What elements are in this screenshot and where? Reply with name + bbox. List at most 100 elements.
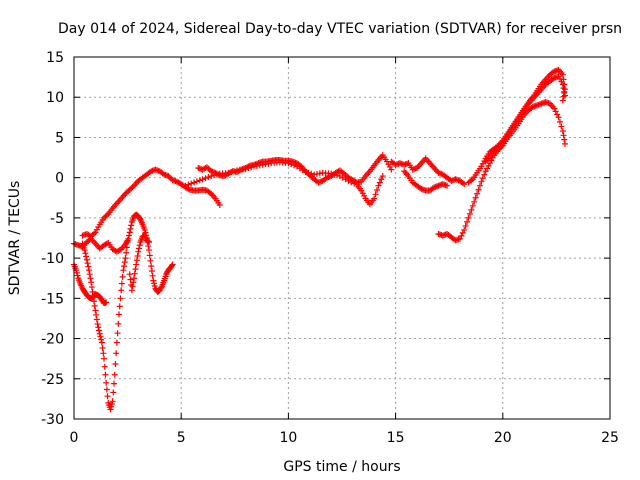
data-point bbox=[118, 287, 125, 294]
data-point bbox=[83, 253, 90, 260]
y-tick-label: -25 bbox=[41, 372, 64, 388]
y-tick-label: -20 bbox=[41, 332, 64, 348]
data-point bbox=[91, 298, 98, 305]
data-point bbox=[151, 282, 158, 289]
data-point bbox=[117, 295, 124, 302]
data-point bbox=[141, 226, 148, 233]
data-point bbox=[121, 263, 128, 270]
data-point bbox=[147, 257, 154, 264]
data-point bbox=[146, 247, 153, 254]
data-point bbox=[558, 123, 565, 130]
data-point bbox=[91, 302, 98, 309]
y-tick-label: -5 bbox=[50, 211, 64, 227]
data-point bbox=[101, 363, 108, 370]
data-point bbox=[84, 260, 91, 267]
data-point bbox=[96, 327, 103, 334]
data-point bbox=[561, 140, 568, 147]
data-point bbox=[302, 169, 309, 176]
data-point bbox=[199, 176, 206, 183]
data-point bbox=[128, 287, 135, 294]
data-point bbox=[466, 210, 473, 217]
data-point bbox=[98, 336, 105, 343]
data-point bbox=[133, 261, 140, 268]
data-point bbox=[120, 267, 127, 274]
data-point bbox=[93, 316, 100, 323]
data-point bbox=[208, 173, 215, 180]
grid-layer bbox=[74, 57, 610, 419]
data-point bbox=[113, 350, 120, 357]
data-point bbox=[559, 97, 566, 104]
data-point bbox=[376, 179, 383, 186]
data-point bbox=[248, 164, 255, 171]
data-point bbox=[150, 277, 157, 284]
data-point bbox=[205, 174, 212, 181]
data-point bbox=[216, 202, 223, 209]
y-tick-label: -15 bbox=[41, 291, 64, 307]
data-point bbox=[151, 280, 158, 287]
x-tick-label: 10 bbox=[279, 430, 297, 446]
data-point bbox=[213, 171, 220, 178]
data-point bbox=[119, 273, 126, 280]
data-point bbox=[74, 272, 81, 279]
data-point bbox=[185, 181, 192, 188]
data-point bbox=[93, 311, 100, 318]
data-point bbox=[461, 181, 468, 188]
data-point bbox=[88, 279, 95, 286]
data-point bbox=[459, 229, 466, 236]
data-point bbox=[333, 172, 340, 179]
data-point bbox=[102, 371, 109, 378]
data-point bbox=[118, 280, 125, 287]
data-point bbox=[103, 299, 110, 306]
data-point bbox=[472, 194, 479, 201]
data-point bbox=[111, 380, 118, 387]
data-point bbox=[242, 165, 249, 172]
data-point bbox=[136, 245, 143, 252]
data-point bbox=[99, 344, 106, 351]
x-tick-label: 15 bbox=[387, 430, 405, 446]
data-point bbox=[131, 270, 138, 277]
data-point bbox=[146, 239, 153, 246]
data-point bbox=[129, 283, 136, 290]
data-point bbox=[561, 136, 568, 143]
y-tick-label: 10 bbox=[46, 90, 64, 106]
data-point bbox=[471, 198, 478, 205]
data-point bbox=[149, 272, 156, 279]
data-point bbox=[88, 284, 95, 291]
data-point bbox=[126, 232, 133, 239]
data-point bbox=[168, 262, 175, 269]
data-points bbox=[71, 66, 568, 413]
x-tick-label: 25 bbox=[601, 430, 619, 446]
data-point bbox=[112, 361, 119, 368]
data-point bbox=[245, 165, 252, 172]
data-point bbox=[559, 81, 566, 88]
chart-title: Day 014 of 2024, Sidereal Day-to-day VTE… bbox=[58, 21, 622, 37]
data-point bbox=[83, 256, 90, 263]
data-point bbox=[133, 257, 140, 264]
data-point bbox=[135, 248, 142, 255]
data-point bbox=[103, 386, 110, 393]
data-point bbox=[169, 261, 176, 268]
data-point bbox=[122, 255, 129, 262]
data-point bbox=[552, 108, 559, 115]
data-point bbox=[126, 229, 133, 236]
data-point bbox=[101, 355, 108, 362]
x-tick-label: 5 bbox=[177, 430, 186, 446]
data-point bbox=[388, 166, 395, 173]
data-point bbox=[109, 398, 116, 405]
data-point bbox=[559, 128, 566, 135]
data-point bbox=[116, 303, 123, 310]
data-point bbox=[182, 182, 189, 189]
data-point bbox=[348, 179, 355, 186]
data-point bbox=[95, 324, 102, 331]
y-tick-labels: -30 -25 -20 -15 -10 -5 0 5 10 15 bbox=[41, 50, 64, 428]
data-point bbox=[73, 269, 80, 276]
data-point bbox=[468, 206, 475, 213]
data-point bbox=[374, 187, 381, 194]
data-point bbox=[308, 170, 315, 177]
data-point bbox=[202, 175, 209, 182]
data-point bbox=[123, 249, 130, 256]
data-point bbox=[103, 379, 110, 386]
y-tick-label: 5 bbox=[55, 130, 64, 146]
data-point bbox=[82, 250, 89, 257]
